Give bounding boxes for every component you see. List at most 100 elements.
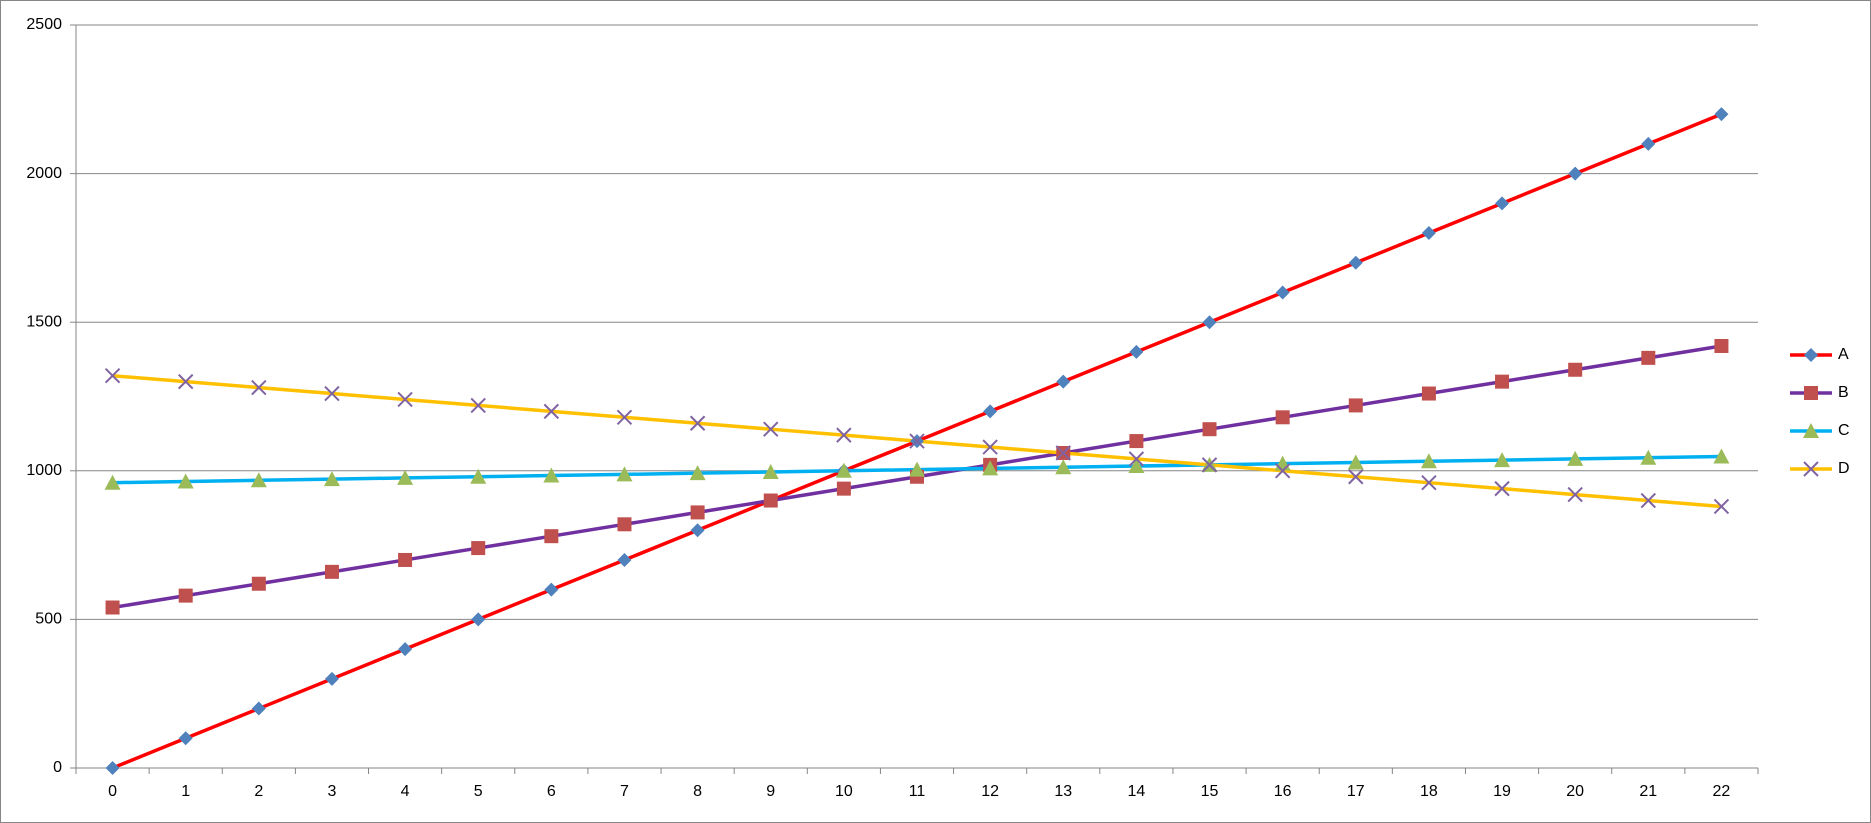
data-point	[1714, 338, 1729, 353]
data-point	[178, 588, 193, 603]
x-tick-label: 16	[1274, 783, 1292, 800]
data-point	[982, 439, 998, 455]
data-point	[1348, 469, 1364, 485]
data-point	[1641, 350, 1656, 365]
x-tick-label: 5	[474, 783, 483, 800]
data-point	[1494, 452, 1511, 468]
data-point	[471, 541, 486, 556]
data-point	[104, 474, 121, 490]
data-point	[177, 473, 194, 489]
x-tick-label: 2	[254, 783, 263, 800]
data-point	[982, 460, 999, 476]
data-point	[177, 373, 194, 390]
data-point	[251, 701, 266, 716]
data-point	[1568, 362, 1583, 377]
x-tick-label: 7	[620, 783, 629, 800]
x-tick-label: 1	[181, 783, 190, 800]
x-tick-label: 20	[1566, 783, 1584, 800]
data-point	[1494, 480, 1510, 497]
data-point	[1713, 448, 1730, 464]
data-point	[1348, 255, 1363, 270]
data-point	[543, 403, 560, 420]
data-point	[1128, 451, 1145, 467]
data-point	[1641, 136, 1656, 151]
data-point	[1275, 285, 1290, 300]
data-point	[323, 471, 340, 487]
data-point	[397, 469, 414, 485]
x-tick-label: 13	[1054, 783, 1072, 800]
data-point	[470, 397, 486, 414]
x-tick-label: 9	[766, 783, 775, 800]
x-tick-label: 18	[1420, 783, 1438, 800]
legend-label: B	[1838, 384, 1849, 401]
data-point	[250, 472, 267, 488]
data-point	[1567, 450, 1584, 466]
x-tick-label: 22	[1713, 783, 1731, 800]
legend-label: A	[1838, 346, 1849, 363]
data-point	[1714, 107, 1729, 122]
data-point	[836, 427, 852, 443]
x-tick-label: 8	[693, 783, 702, 800]
data-point	[324, 671, 339, 686]
data-point	[1128, 458, 1145, 474]
data-point	[690, 505, 705, 520]
data-point	[1421, 386, 1436, 401]
data-point	[836, 481, 851, 496]
x-tick-label: 0	[108, 783, 117, 800]
data-point	[251, 379, 267, 396]
data-point	[324, 385, 340, 402]
data-point	[909, 433, 925, 449]
data-point	[835, 462, 852, 478]
x-tick-label: 4	[401, 783, 410, 800]
data-point	[397, 391, 413, 408]
data-point	[543, 467, 560, 483]
data-point	[689, 415, 706, 431]
x-tick-label: 10	[835, 783, 853, 800]
data-point	[762, 463, 779, 479]
y-tick-label: 1000	[26, 462, 62, 479]
data-point	[1495, 374, 1510, 389]
data-point	[251, 576, 266, 591]
data-point	[1640, 492, 1657, 509]
y-tick-label: 1500	[26, 313, 62, 330]
data-point	[470, 468, 487, 484]
data-point	[1640, 449, 1657, 465]
data-point	[1202, 315, 1217, 330]
data-point	[1567, 486, 1583, 503]
data-point	[1420, 453, 1437, 469]
data-point	[398, 552, 413, 567]
data-point	[1495, 196, 1510, 211]
data-point	[763, 493, 778, 508]
data-point	[617, 517, 632, 532]
data-point	[1713, 498, 1730, 515]
data-point	[1129, 344, 1144, 359]
y-tick-label: 0	[53, 759, 62, 776]
legend-marker	[1803, 461, 1819, 477]
x-tick-label: 19	[1493, 783, 1511, 800]
data-point	[544, 529, 559, 544]
data-point	[1056, 374, 1071, 389]
data-point	[471, 612, 486, 627]
y-tick-label: 500	[35, 611, 62, 628]
data-point	[1055, 445, 1071, 461]
x-tick-label: 15	[1201, 783, 1219, 800]
y-tick-label: 2500	[26, 16, 62, 33]
data-point	[763, 421, 779, 437]
legend-label: C	[1838, 422, 1850, 439]
legend-marker	[1804, 348, 1818, 362]
data-point	[178, 731, 193, 746]
data-point	[616, 466, 633, 482]
data-point	[1421, 474, 1437, 491]
data-point	[398, 642, 413, 657]
legend-marker	[1803, 423, 1819, 438]
data-point	[104, 367, 121, 384]
x-tick-label: 21	[1639, 783, 1657, 800]
x-tick-label: 17	[1347, 783, 1365, 800]
data-point	[324, 564, 339, 579]
data-point	[1274, 463, 1291, 479]
data-point	[909, 461, 925, 477]
legend-marker	[1804, 386, 1818, 400]
data-point	[1055, 459, 1072, 475]
data-point	[689, 465, 706, 481]
data-point	[617, 552, 632, 567]
